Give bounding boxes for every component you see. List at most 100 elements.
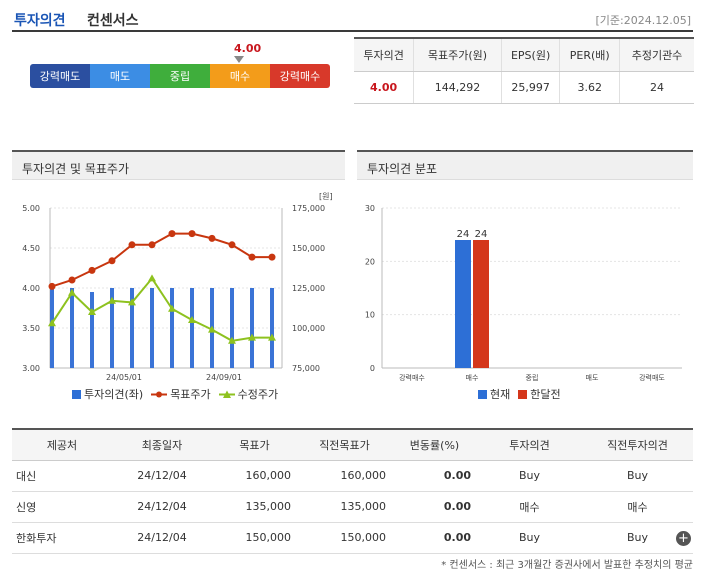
legend-item[interactable]: 현재 (478, 386, 510, 402)
col-per: PER(배) (559, 37, 620, 72)
provider-col-header: 직전투자의견 (582, 428, 693, 461)
target-price-point (248, 253, 256, 261)
panel-title-opinion-price: 투자의견 및 목표주가 (12, 150, 345, 180)
y-left-tick-label: 4.00 (22, 284, 40, 293)
header-divider (12, 30, 693, 32)
col-eps: EPS(원) (500, 37, 560, 72)
y-left-tick-label: 4.50 (22, 244, 40, 253)
opinion-bar (70, 288, 74, 368)
current-marker-icon (234, 56, 244, 63)
legend-label: 투자의견(좌) (84, 388, 144, 401)
adjusted-price-point (228, 336, 236, 344)
adjusted-price-point (128, 298, 136, 306)
panel-title-distribution: 투자의견 분포 (357, 150, 693, 180)
legend-item[interactable]: 목표주가 (151, 386, 211, 402)
bar-data-label: 24 (457, 229, 470, 240)
opinion-price-chart: 5.00 4.50 4.00 3.50 3.00 175,000 150,000 125,00… (22, 192, 333, 382)
y-left-tick-label: 3.00 (22, 364, 40, 373)
opinion-bar (250, 288, 254, 368)
line-dot-icon (151, 391, 168, 397)
col-target-price: 목표주가(원) (413, 37, 502, 72)
provider-cell: 24/12/04 (112, 460, 212, 492)
target-price-point (68, 276, 76, 284)
provider-col-header: 최종일자 (112, 428, 212, 461)
legend-label: 목표주가 (170, 388, 211, 401)
adjusted-price-point (48, 319, 56, 327)
target-price-point (208, 234, 216, 242)
adjusted-price-point (208, 325, 216, 333)
y-left-tick-label: 3.50 (22, 324, 40, 333)
opinion-bar (150, 288, 154, 368)
cell-per: 3.62 (559, 71, 620, 104)
provider-cell: Buy (477, 460, 582, 492)
provider-col-header: 목표가 (212, 428, 297, 461)
adjusted-price-point (248, 333, 256, 341)
opinion-bar (50, 288, 54, 368)
line-triangle-icon (218, 390, 235, 398)
adjusted-price-point (148, 274, 156, 282)
distribution-bar (455, 240, 471, 368)
opinion-bar (230, 288, 234, 368)
adjusted-price-line (51, 276, 272, 342)
table-row[interactable]: 신영 24/12/04 135,000 135,000 0.00 매수 매수 (12, 491, 693, 523)
provider-cell: 매수 (582, 491, 693, 523)
table-row[interactable]: 대신 24/12/04 160,000 160,000 0.00 Buy Buy (12, 460, 693, 492)
x-tick-label: 24/05/01 (106, 373, 142, 382)
provider-cell: Buy (582, 460, 693, 492)
y-tick-label: 0 (370, 364, 375, 373)
opinion-bar (170, 288, 174, 368)
scale-strong-buy: 강력매수 (270, 64, 330, 88)
x-tick-label: 강력매수 (399, 373, 425, 382)
col-opinion: 투자의견 (354, 37, 414, 72)
provider-cell: 135,000 (212, 491, 297, 523)
provider-cell: 160,000 (297, 460, 392, 492)
target-price-point (268, 253, 276, 261)
cell-analyst-count: 24 (619, 71, 694, 104)
provider-cell: 0.00 (392, 491, 477, 523)
x-tick-label: 매도 (586, 374, 599, 382)
target-price-point (128, 241, 136, 249)
target-price-point (188, 230, 196, 238)
legend-item[interactable]: 수정주가 (218, 386, 278, 402)
target-price-point (148, 241, 156, 249)
expand-plus-icon[interactable]: + (676, 531, 691, 546)
provider-cell: 135,000 (297, 491, 392, 523)
provider-cell: 0.00 (392, 460, 477, 492)
current-opinion-value: 4.00 (234, 42, 262, 55)
table-row[interactable]: 한화투자 24/12/04 150,000 150,000 0.00 Buy Buy (12, 522, 693, 554)
opinion-bar (110, 288, 114, 368)
scale-buy: 매수 (210, 64, 270, 88)
legend-swatch-icon (518, 389, 528, 399)
opinion-bar (130, 288, 134, 368)
y-right-tick-label: 75,000 (292, 364, 320, 373)
footnote: * 컨센서스 : 최근 3개월간 증권사에서 발표한 추정치의 평균 (441, 560, 693, 571)
y-right-unit: [원] (319, 192, 333, 201)
x-tick-label: 매수 (466, 374, 479, 382)
reference-date: [기준:2024.12.05] (595, 14, 691, 27)
y-right-tick-label: 175,000 (292, 204, 325, 213)
provider-table: 제공처 최종일자 목표가 직전목표가 변동률(%) 투자의견 직전투자의견 대신 24/12/… (12, 428, 693, 554)
legend-swatch-icon (72, 389, 81, 399)
legend-label: 한달전 (530, 388, 561, 401)
provider-cell: 24/12/04 (112, 522, 212, 554)
x-tick-label: 24/09/01 (206, 373, 242, 382)
provider-cell: 대신 (12, 460, 112, 492)
provider-cell: 0.00 (392, 522, 477, 554)
legend-item[interactable]: 한달전 (518, 386, 561, 402)
legend-swatch-icon (478, 389, 487, 399)
adjusted-price-point (68, 288, 76, 296)
provider-cell: 150,000 (212, 522, 297, 554)
cell-target-price: 144,292 (413, 71, 502, 104)
provider-cell: 24/12/04 (112, 491, 212, 523)
target-price-point (228, 241, 236, 249)
y-left-tick-label: 5.00 (22, 204, 40, 213)
section-title: 투자의견 (14, 13, 66, 29)
y-right-tick-label: 100,000 (292, 324, 325, 333)
provider-cell: 매수 (477, 491, 582, 523)
opinion-bar (270, 288, 274, 368)
y-right-tick-label: 125,000 (292, 284, 325, 293)
x-tick-label: 중립 (526, 374, 539, 382)
adjusted-price-point (168, 304, 176, 312)
provider-col-header: 직전목표가 (297, 428, 392, 461)
legend-item[interactable]: 투자의견(좌) (72, 386, 143, 402)
